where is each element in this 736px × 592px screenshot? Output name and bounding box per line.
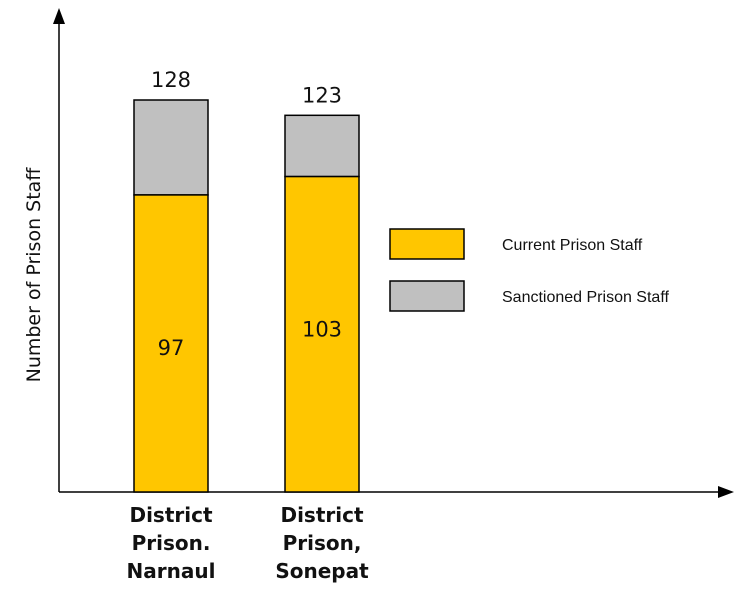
legend-swatch-1 [389,228,465,260]
bar-sanctioned-2 [284,114,360,178]
current-value-label-2: 103 [302,318,342,342]
legend-label-2: Sanctioned Prison Staff [502,289,669,306]
bar-current-2 [284,175,360,493]
legend: Current Prison Staff Sanctioned Prison St… [389,228,669,312]
category-label-line: Narnaul [127,559,216,583]
category-label-line: Sonepat [275,559,369,583]
total-value-label-2: 123 [302,83,342,107]
category-label-line: District [280,503,363,527]
category-label-line: District [129,503,212,527]
category-label-2: District Prison, Sonepat [275,503,369,583]
y-axis-arrow [53,8,65,24]
category-label-line: Prison. [132,531,211,555]
total-value-label-1: 128 [151,68,191,92]
bars: 128 97 District Prison. Narnaul 123 103 Distric… [127,68,370,583]
current-value-label-1: 97 [158,336,185,360]
legend-label-1: Current Prison Staff [502,237,643,254]
category-label-line: Prison, [283,531,362,555]
bar-current-1 [133,194,209,493]
legend-swatch-2 [389,280,465,312]
x-axis-arrow [718,486,734,498]
bar-sanctioned-1 [133,99,209,196]
y-axis-title: Number of Prison Staff [23,167,45,383]
category-label-1: District Prison. Narnaul [127,503,216,583]
